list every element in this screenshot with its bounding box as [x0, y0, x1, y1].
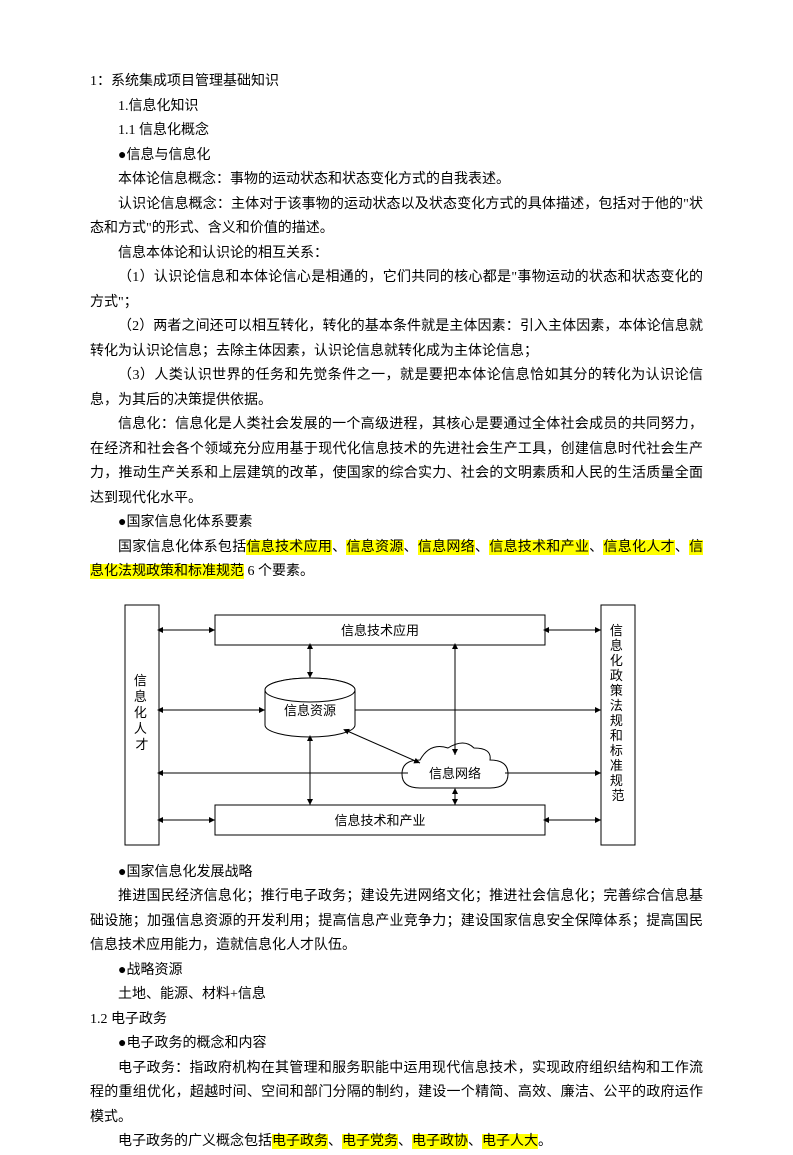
para-epistemology: 认识论信息概念：主体对于该事物的运动状态以及状态变化方式的具体描述，包括对于他的… [90, 193, 703, 242]
sep: 、 [328, 1134, 342, 1149]
svg-text:信 息 化: 信 息 化 政 策 法 规 和 标 准 规 范 [610, 623, 626, 803]
para-ontology: 本体论信息概念：事物的运动状态和状态变化方式的自我表述。 [90, 168, 703, 193]
para-six-elements: 国家信息化体系包括信息技术应用、信息资源、信息网络、信息技术和产业、信息化人才、… [90, 536, 703, 585]
para-relation-2: （2）两者之间还可以相互转化，转化的基本条件就是主体因素：引入主体因素，本体论信… [90, 315, 703, 364]
hl-ecppcc: 电子政协 [412, 1134, 468, 1149]
para-relation-1: （1）认识论信息和本体论信心是相通的，它们共同的核心都是"事物运动的状态和状态变… [90, 266, 703, 315]
sep: 、 [404, 540, 418, 555]
para-relation-intro: 信息本体论和认识论的相互关系： [90, 242, 703, 267]
diagram-bottom-label: 信息技术和产业 [334, 813, 425, 828]
hl-info-tech-app: 信息技术应用 [246, 540, 332, 555]
svg-text:信息资源: 信息资源 [284, 703, 336, 718]
text-prefix: 国家信息化体系包括 [118, 540, 246, 555]
hl-info-industry: 信息技术和产业 [489, 540, 589, 555]
sep: 、 [589, 540, 603, 555]
sep: 、 [398, 1134, 412, 1149]
diagram-left-1: 信 [134, 673, 147, 688]
svg-text:信息网络: 信息网络 [429, 766, 481, 781]
hl-info-resource: 信息资源 [346, 540, 403, 555]
diagram-cylinder: 信息资源 [265, 678, 355, 737]
sep: 、 [468, 1134, 482, 1149]
sep: 、 [475, 540, 489, 555]
para-relation-3: （3）人类认识世界的任务和先觉条件之一，就是要把本体论信息恰如其分的转化为认识论… [90, 364, 703, 413]
heading-section-1-2: 1.2 电子政务 [90, 1008, 703, 1033]
svg-text:信 息 化: 信 息 化 人 才 [134, 673, 150, 752]
hl-info-network: 信息网络 [418, 540, 475, 555]
sep: 、 [675, 540, 689, 555]
bullet-egov-concept: ●电子政务的概念和内容 [90, 1032, 703, 1057]
hl-eparty: 电子党务 [342, 1134, 398, 1149]
text-suffix: 。 [538, 1134, 552, 1149]
bullet-strategic-resource: ●战略资源 [90, 959, 703, 984]
bullet-national-system: ●国家信息化体系要素 [90, 511, 703, 536]
bullet-strategy: ●国家信息化发展战略 [90, 861, 703, 886]
bullet-info: ●信息与信息化 [90, 144, 703, 169]
para-egov-broad: 电子政务的广义概念包括电子政务、电子党务、电子政协、电子人大。 [90, 1130, 703, 1155]
hl-enpc: 电子人大 [482, 1134, 538, 1149]
para-egov-def: 电子政务：指政府机构在其管理和服务职能中运用现代信息技术，实现政府组织结构和工作… [90, 1057, 703, 1131]
hl-egov: 电子政务 [272, 1134, 328, 1149]
text-suffix: 6 个要素。 [244, 564, 314, 579]
hl-info-talent: 信息化人才 [603, 540, 674, 555]
heading-chapter: 1：系统集成项目管理基础知识 [90, 70, 703, 95]
para-informatization: 信息化：信息化是人类社会发展的一个高级进程，其核心是要通过全体社会成员的共同努力… [90, 413, 703, 511]
heading-section-1-1: 1.1 信息化概念 [90, 119, 703, 144]
sep: 、 [332, 540, 346, 555]
text-prefix: 电子政务的广义概念包括 [118, 1134, 272, 1149]
heading-section-1: 1.信息化知识 [90, 95, 703, 120]
para-strategy: 推进国民经济信息化；推行电子政务；建设先进网络文化；推进社会信息化；完善综合信息… [90, 885, 703, 959]
document-body: 1：系统集成项目管理基础知识 1.信息化知识 1.1 信息化概念 ●信息与信息化… [90, 70, 703, 1155]
diagram-top-label: 信息技术应用 [341, 623, 419, 638]
diagram-national-info-system: 信 息 化 人 才 信 息 化 政 策 法 规 和 标 准 规 范 [120, 595, 640, 855]
para-resources: 土地、能源、材料+信息 [90, 983, 703, 1008]
